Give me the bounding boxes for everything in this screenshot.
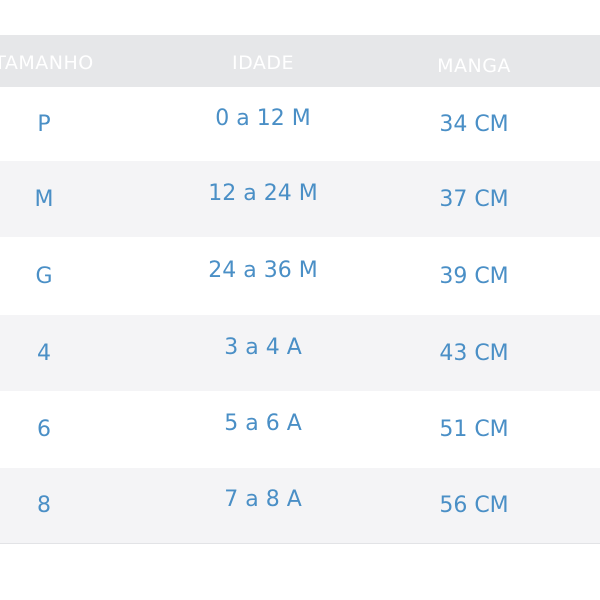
cell-manga: 43 CM xyxy=(439,340,509,366)
cell-tamanho: 8 xyxy=(37,493,51,518)
table-row: M 12 a 24 M 37 CM xyxy=(0,161,600,237)
table-row: 6 5 a 6 A 51 CM xyxy=(0,391,600,468)
cell-tamanho: P xyxy=(37,111,51,137)
table-row: 4 3 a 4 A 43 CM xyxy=(0,315,600,391)
cell-idade: 24 a 36 M xyxy=(208,257,318,283)
cell-manga: 34 CM xyxy=(439,111,509,137)
cell-idade: 7 a 8 A xyxy=(224,487,302,512)
cell-tamanho: M xyxy=(34,186,54,212)
header-manga: MANGA xyxy=(437,55,511,77)
cell-manga: 39 CM xyxy=(439,263,509,289)
cell-manga: 51 CM xyxy=(439,417,509,442)
cell-idade: 12 a 24 M xyxy=(208,180,318,206)
cell-idade: 0 a 12 M xyxy=(215,105,311,131)
table-row: G 24 a 36 M 39 CM xyxy=(0,237,600,315)
table-row: 8 7 a 8 A 56 CM xyxy=(0,468,600,543)
cell-tamanho: G xyxy=(35,263,53,289)
cell-manga: 37 CM xyxy=(439,186,509,212)
cell-tamanho: 6 xyxy=(37,417,51,442)
cell-idade: 3 a 4 A xyxy=(224,334,302,360)
header-idade: IDADE xyxy=(231,52,295,74)
table-bottom-border xyxy=(0,543,600,544)
header-tamanho: TAMANHO xyxy=(0,52,94,74)
cell-tamanho: 4 xyxy=(37,340,51,366)
cell-manga: 56 CM xyxy=(439,493,509,518)
table-header: TAMANHO IDADE MANGA xyxy=(0,35,600,87)
table-row: P 0 a 12 M 34 CM xyxy=(0,87,600,161)
cell-idade: 5 a 6 A xyxy=(224,411,302,436)
